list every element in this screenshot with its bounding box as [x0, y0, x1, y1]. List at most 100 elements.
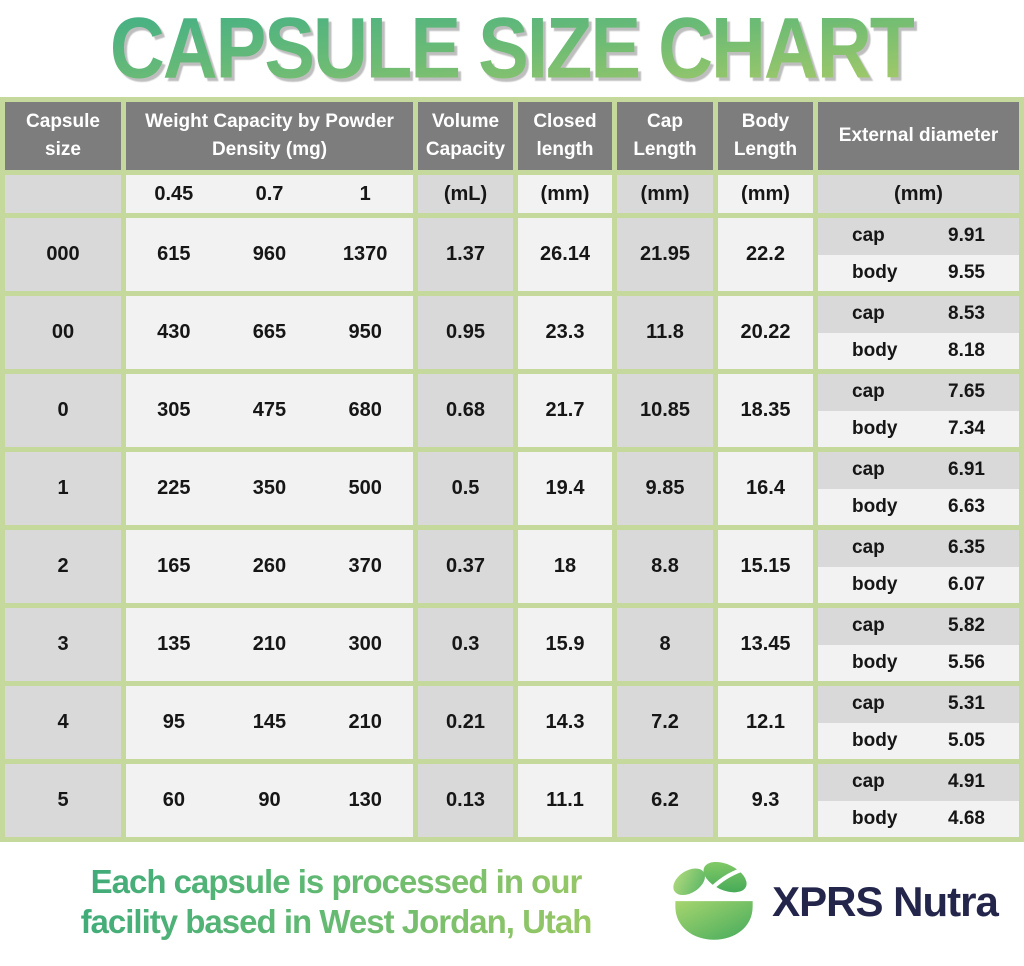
cap-length-value: 7.2: [617, 686, 713, 759]
ext-cap-label: cap: [852, 615, 885, 637]
weight-value: 950: [348, 321, 382, 343]
external-cap-band: cap 8.53: [818, 296, 1019, 333]
page-title: CAPSULE SIZE CHART: [109, 0, 916, 97]
cap-length-value: 11.8: [617, 296, 713, 369]
ext-body-value: 6.63: [948, 495, 985, 517]
ext-body-label: body: [852, 651, 898, 673]
body-length-value: 12.1: [718, 686, 813, 759]
units-body: (mm): [718, 175, 813, 213]
external-diameter-cell: cap 6.35 body 6.07: [818, 530, 1019, 603]
volume-capacity-value: 0.3: [418, 608, 513, 681]
units-empty-cell: [5, 175, 121, 213]
ext-body-label: body: [852, 339, 898, 361]
table-row: 3 135 210 300 0.3 15.9 8 13.45 cap 5.82 body 5.56: [5, 608, 1019, 681]
capsule-size-value: 5: [5, 764, 121, 837]
table-row: 0 305 475 680 0.68 21.7 10.85 18.35 cap 7.65 body 7…: [5, 374, 1019, 447]
body-length-value: 20.22: [718, 296, 813, 369]
external-cap-band: cap 6.35: [818, 530, 1019, 567]
external-body-band: body 5.05: [818, 722, 1019, 759]
capsule-size-value: 0: [5, 374, 121, 447]
weight-value: 260: [252, 555, 287, 577]
external-body-band: body 9.55: [818, 254, 1019, 291]
cap-length-value: 8: [617, 608, 713, 681]
units-closed: (mm): [518, 175, 612, 213]
ext-body-value: 7.34: [948, 417, 985, 439]
volume-capacity-value: 0.21: [418, 686, 513, 759]
title-bar: CAPSULE SIZE CHART: [0, 0, 1024, 97]
ext-cap-label: cap: [852, 225, 885, 247]
volume-capacity-value: 0.13: [418, 764, 513, 837]
ext-cap-value: 4.91: [948, 771, 985, 793]
closed-length-value: 15.9: [518, 608, 612, 681]
external-diameter-cell: cap 5.82 body 5.56: [818, 608, 1019, 681]
ext-body-value: 6.07: [948, 573, 985, 595]
table-row: 000 615 960 1370 1.37 26.14 21.95 22.2 cap 9.91 bo…: [5, 218, 1019, 291]
ext-cap-label: cap: [852, 693, 885, 715]
volume-capacity-value: 0.95: [418, 296, 513, 369]
density-value: 0.7: [255, 182, 284, 205]
weight-capacity-cell: 95 145 210: [126, 686, 413, 759]
density-value: 1: [359, 182, 371, 205]
cap-length-value: 10.85: [617, 374, 713, 447]
body-length-value: 16.4: [718, 452, 813, 525]
ext-body-value: 5.05: [948, 729, 985, 751]
capsule-size-value: 3: [5, 608, 121, 681]
external-diameter-cell: cap 8.53 body 8.18: [818, 296, 1019, 369]
header-external-diameter: External diameter: [818, 102, 1019, 170]
table-units-row: 0.45 0.7 1 (mL) (mm) (mm) (mm) (mm): [5, 175, 1019, 213]
closed-length-value: 23.3: [518, 296, 612, 369]
brand-logo: XPRS Nutra: [660, 856, 1006, 948]
closed-length-value: 26.14: [518, 218, 612, 291]
ext-body-label: body: [852, 495, 898, 517]
weight-capacity-cell: 165 260 370: [126, 530, 413, 603]
weight-capacity-cell: 135 210 300: [126, 608, 413, 681]
external-body-band: body 8.18: [818, 332, 1019, 369]
capsule-size-value: 4: [5, 686, 121, 759]
header-capsule-size: Capsule size: [5, 102, 121, 170]
weight-value: 1370: [342, 243, 388, 265]
ext-body-label: body: [852, 573, 898, 595]
weight-value: 475: [252, 399, 287, 421]
weight-value: 430: [157, 321, 191, 343]
table-row: 5 60 90 130 0.13 11.1 6.2 9.3 cap 4.91 body 4.68: [5, 764, 1019, 837]
weight-value: 615: [157, 243, 191, 265]
ext-cap-value: 6.35: [948, 537, 985, 559]
ext-cap-value: 9.91: [948, 225, 985, 247]
facility-note-line1: Each capsule is processed in our: [90, 862, 582, 900]
weight-value: 130: [348, 789, 382, 811]
ext-cap-value: 7.65: [948, 381, 985, 403]
external-cap-band: cap 7.65: [818, 374, 1019, 411]
ext-body-value: 9.55: [948, 261, 985, 283]
external-cap-band: cap 5.31: [818, 686, 1019, 723]
volume-capacity-value: 1.37: [418, 218, 513, 291]
cap-length-value: 8.8: [617, 530, 713, 603]
table-row: 00 430 665 950 0.95 23.3 11.8 20.22 cap 8.53 body 8…: [5, 296, 1019, 369]
weight-value: 145: [252, 711, 287, 733]
header-cap-length: Cap Length: [617, 102, 713, 170]
weight-value: 370: [348, 555, 382, 577]
ext-cap-label: cap: [852, 303, 885, 325]
ext-body-value: 5.56: [948, 651, 985, 673]
external-cap-band: cap 5.82: [818, 608, 1019, 645]
weight-capacity-cell: 225 350 500: [126, 452, 413, 525]
facility-note-line2: facility based in West Jordan, Utah: [80, 903, 592, 940]
external-diameter-cell: cap 9.91 body 9.55: [818, 218, 1019, 291]
body-length-value: 18.35: [718, 374, 813, 447]
external-body-band: body 4.68: [818, 800, 1019, 837]
weight-value: 95: [162, 711, 185, 733]
external-body-band: body 5.56: [818, 644, 1019, 681]
ext-cap-label: cap: [852, 771, 885, 793]
external-cap-band: cap 6.91: [818, 452, 1019, 489]
weight-value: 350: [252, 477, 287, 499]
cap-length-value: 9.85: [617, 452, 713, 525]
weight-capacity-cell: 430 665 950: [126, 296, 413, 369]
volume-capacity-value: 0.68: [418, 374, 513, 447]
weight-value: 225: [157, 477, 191, 499]
closed-length-value: 21.7: [518, 374, 612, 447]
brand-name: XPRS Nutra: [772, 878, 999, 925]
table-row: 1 225 350 500 0.5 19.4 9.85 16.4 cap 6.91 body 6.63: [5, 452, 1019, 525]
header-volume-capacity: Volume Capacity: [418, 102, 513, 170]
density-value: 0.45: [154, 182, 194, 205]
weight-value: 60: [162, 789, 185, 811]
ext-body-value: 8.18: [948, 339, 985, 361]
